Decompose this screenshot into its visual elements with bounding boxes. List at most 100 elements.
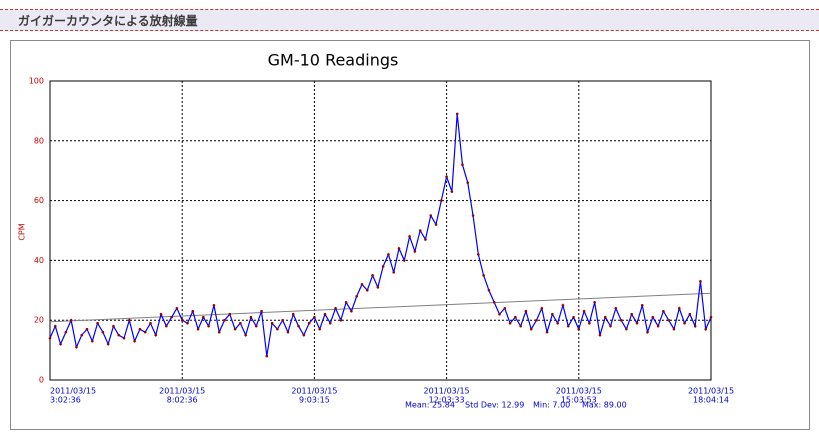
data-point <box>635 321 639 325</box>
x-tick-date: 2011/03/15 <box>291 387 337 396</box>
data-point <box>461 163 464 167</box>
data-point <box>625 327 628 331</box>
data-point <box>170 315 173 319</box>
data-point <box>175 306 179 310</box>
chart-box <box>10 40 810 430</box>
data-point <box>117 333 121 337</box>
data-point <box>397 247 401 250</box>
data-point <box>143 330 147 334</box>
data-point <box>228 312 232 316</box>
chart-title: GM-10 Readings <box>268 51 399 70</box>
data-point <box>667 318 670 322</box>
data-point <box>154 333 158 337</box>
data-point <box>598 333 602 337</box>
data-point <box>402 259 406 262</box>
data-point <box>165 324 168 328</box>
stat-label: Mean: 25.84 <box>405 401 455 410</box>
data-point <box>122 336 126 340</box>
data-point <box>503 306 507 310</box>
data-point <box>196 327 200 331</box>
data-point <box>440 199 443 202</box>
data-point <box>582 309 586 313</box>
header: ガイガーカウンタによる放射線量 <box>0 0 819 32</box>
data-point <box>85 327 89 331</box>
data-point <box>498 312 501 316</box>
data-point <box>556 321 559 325</box>
data-point <box>202 315 205 319</box>
data-point <box>709 315 713 319</box>
data-point <box>471 214 475 217</box>
data-point <box>683 321 686 325</box>
data-point <box>112 324 115 328</box>
data-point <box>270 321 274 325</box>
plot-border <box>49 80 712 381</box>
data-point <box>630 312 633 316</box>
data-point <box>91 339 94 343</box>
header-bar <box>0 9 819 31</box>
data-point <box>69 318 73 322</box>
data-point <box>286 330 290 334</box>
data-point <box>540 306 544 310</box>
data-point <box>233 327 237 331</box>
y-tick-label: 40 <box>34 256 44 265</box>
y-tick-label: 60 <box>34 196 44 205</box>
data-point <box>656 324 660 328</box>
data-point <box>133 339 136 343</box>
x-tick-label: 8:02:36 <box>167 396 198 405</box>
x-tick-date: 2011/03/15 <box>50 387 96 396</box>
data-point <box>344 300 348 304</box>
data-point <box>566 324 570 328</box>
data-point <box>614 306 618 310</box>
header-title: ガイガーカウンタによる放射線量 <box>18 14 198 28</box>
data-point <box>551 312 554 316</box>
data-point <box>651 315 655 319</box>
data-point <box>217 330 221 334</box>
trend-line <box>49 292 712 323</box>
data-point <box>429 214 433 217</box>
x-tick-date: 2011/03/15 <box>688 387 734 396</box>
y-axis-label: CPM <box>18 223 27 240</box>
data-point <box>291 312 295 316</box>
data-point <box>545 330 549 334</box>
data-point <box>339 318 343 322</box>
data-point <box>207 324 210 328</box>
data-point <box>699 280 702 283</box>
data-point <box>492 300 496 304</box>
data-point <box>688 312 692 316</box>
data-point <box>677 306 681 310</box>
x-tick-label: 18:04:14 <box>693 396 729 405</box>
x-tick-label: 9:03:15 <box>299 396 330 405</box>
data-point <box>80 333 84 337</box>
data-point <box>450 190 454 193</box>
x-tick-label: 15:03:53 <box>561 396 597 405</box>
data-point <box>482 274 485 277</box>
data-point <box>180 318 184 322</box>
data-point <box>249 315 253 319</box>
data-point <box>445 175 448 178</box>
data-point <box>276 327 279 331</box>
data-point <box>535 318 538 322</box>
data-point <box>64 330 68 334</box>
data-point <box>212 303 216 307</box>
data-point <box>297 324 300 328</box>
data-point <box>646 330 649 334</box>
data-point <box>254 324 258 328</box>
data-point <box>662 309 665 313</box>
data-point <box>603 315 607 319</box>
x-tick-label: 12:03:33 <box>429 396 465 405</box>
data-point <box>128 318 131 322</box>
data-point <box>561 303 565 307</box>
data-point <box>96 321 99 325</box>
data-point <box>693 324 697 328</box>
x-tick-date: 2011/03/15 <box>159 387 205 396</box>
data-point <box>260 309 263 313</box>
data-point <box>640 303 644 307</box>
stat-label: Min: 7.00 <box>533 401 570 410</box>
data-point <box>149 321 152 325</box>
data-point <box>572 315 575 319</box>
data-point <box>281 318 284 322</box>
data-point <box>392 271 396 274</box>
data-point <box>159 312 163 316</box>
data-point <box>365 289 369 292</box>
data-point <box>53 324 57 328</box>
